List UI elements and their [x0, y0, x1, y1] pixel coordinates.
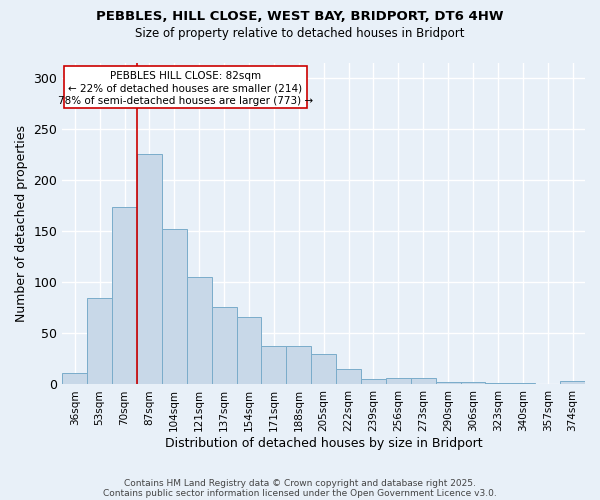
Text: ← 22% of detached houses are smaller (214): ← 22% of detached houses are smaller (21… — [68, 84, 302, 94]
Bar — [162, 229, 187, 384]
Bar — [236, 317, 262, 384]
Bar — [62, 373, 87, 384]
Text: Size of property relative to detached houses in Bridport: Size of property relative to detached ho… — [135, 28, 465, 40]
Bar — [461, 382, 485, 384]
Bar — [137, 154, 162, 384]
X-axis label: Distribution of detached houses by size in Bridport: Distribution of detached houses by size … — [165, 437, 482, 450]
Text: 78% of semi-detached houses are larger (773) →: 78% of semi-detached houses are larger (… — [58, 96, 313, 106]
Text: Contains public sector information licensed under the Open Government Licence v3: Contains public sector information licen… — [103, 488, 497, 498]
Y-axis label: Number of detached properties: Number of detached properties — [15, 125, 28, 322]
Bar — [286, 346, 311, 385]
Bar — [560, 382, 585, 384]
Bar — [386, 378, 411, 384]
Bar — [361, 380, 386, 384]
FancyBboxPatch shape — [64, 66, 307, 108]
Bar — [311, 354, 336, 384]
Text: PEBBLES, HILL CLOSE, WEST BAY, BRIDPORT, DT6 4HW: PEBBLES, HILL CLOSE, WEST BAY, BRIDPORT,… — [96, 10, 504, 23]
Bar — [436, 382, 461, 384]
Bar — [262, 346, 286, 385]
Bar — [87, 298, 112, 384]
Text: PEBBLES HILL CLOSE: 82sqm: PEBBLES HILL CLOSE: 82sqm — [110, 70, 261, 81]
Bar — [112, 206, 137, 384]
Bar — [212, 307, 236, 384]
Bar — [336, 369, 361, 384]
Text: Contains HM Land Registry data © Crown copyright and database right 2025.: Contains HM Land Registry data © Crown c… — [124, 478, 476, 488]
Bar — [187, 277, 212, 384]
Bar — [411, 378, 436, 384]
